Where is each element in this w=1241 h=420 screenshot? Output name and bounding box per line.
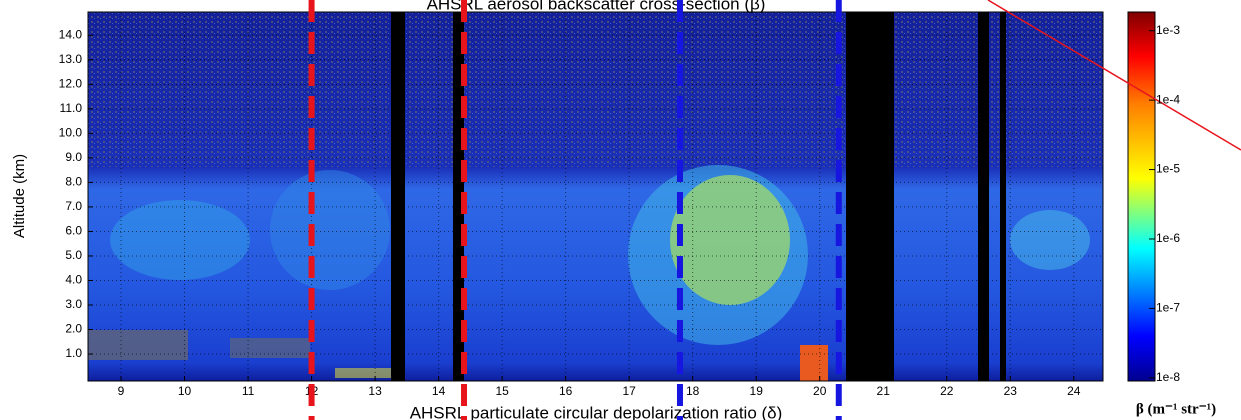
y-tick-label: 14.0	[59, 27, 83, 41]
x-tick-label: 19	[750, 384, 764, 398]
x-tick-label: 16	[559, 384, 573, 398]
x-tick-label: 11	[242, 384, 255, 398]
x-tick-label: 13	[368, 384, 382, 398]
pointer-line	[987, 0, 1241, 151]
y-tick-label: 2.0	[65, 322, 82, 336]
y-tick-label: 1.0	[65, 346, 82, 360]
y-axis-label: Altitude (km)	[11, 154, 28, 238]
y-tick-label: 5.0	[65, 248, 82, 262]
y-tick-label: 12.0	[59, 77, 83, 91]
chart-subtitle: AHSRL particulate circular depolarizatio…	[410, 403, 783, 420]
x-tick-label: 17	[622, 384, 636, 398]
x-tick-label: 21	[877, 384, 891, 398]
y-tick-label: 11.0	[60, 101, 83, 115]
y-tick-label: 3.0	[65, 297, 82, 311]
y-tick-label: 9.0	[65, 150, 82, 164]
x-tick-label: 9	[118, 384, 125, 398]
colorbar-tick-label: 1e-4	[1156, 92, 1180, 106]
colorbar-tick-label: 1e-5	[1156, 162, 1180, 176]
x-tick-label: 20	[813, 384, 827, 398]
colorbar-tick-label: 1e-3	[1156, 23, 1180, 37]
x-tick-label: 15	[495, 384, 509, 398]
colorbar	[1127, 11, 1156, 382]
plot-frame	[87, 11, 1104, 382]
y-tick-label: 6.0	[65, 224, 82, 238]
y-tick-label: 10.0	[59, 126, 83, 140]
x-tick-label: 18	[686, 384, 700, 398]
y-tick-label: 7.0	[65, 199, 82, 213]
chart-title: AHSRL aerosol backscatter cross-section …	[427, 0, 766, 13]
y-tick-label: 4.0	[65, 273, 82, 287]
colorbar-tick-label: 1e-8	[1156, 370, 1180, 384]
heatmap	[88, 12, 1103, 381]
y-tick-label: 13.0	[59, 52, 83, 66]
colorbar-tick-label: 1e-6	[1156, 231, 1180, 245]
x-tick-label: 24	[1067, 384, 1081, 398]
x-tick-label: 22	[940, 384, 954, 398]
x-tick-label: 10	[178, 384, 192, 398]
x-tick-label: 23	[1004, 384, 1018, 398]
y-tick-label: 8.0	[65, 175, 82, 189]
colorbar-tick-label: 1e-7	[1156, 301, 1180, 315]
colorbar-label: β (m⁻¹ str⁻¹)	[1136, 401, 1216, 417]
x-tick-label: 14	[432, 384, 446, 398]
